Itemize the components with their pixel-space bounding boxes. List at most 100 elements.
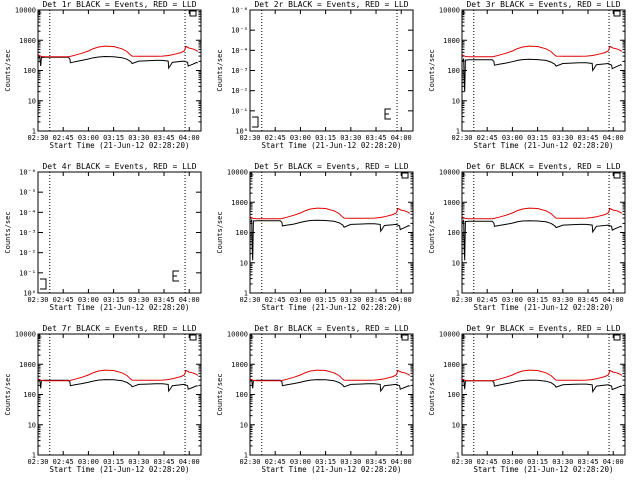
corner-marker-box: [189, 334, 197, 341]
x-tick-label: 02:30: [27, 134, 48, 142]
y-tick-label: 10⁻³: [231, 67, 248, 75]
y-tick-label: 10000: [439, 7, 460, 15]
y-tick-label: 10⁻²: [231, 87, 248, 95]
x-tick-label: 03:30: [340, 296, 361, 304]
x-tick-label: 04:00: [391, 458, 412, 466]
y-tick-label: 10: [452, 259, 460, 267]
x-tick-label: 03:45: [365, 458, 386, 466]
y-tick-label: 10: [240, 259, 248, 267]
lld-series-line: [37, 45, 199, 58]
x-axis-label: Start Time (21-Jun-12 02:28:20): [474, 141, 614, 150]
x-tick-label: 03:30: [552, 458, 573, 466]
plot-frame: [461, 333, 626, 456]
events-series-line: [38, 55, 198, 70]
y-tick-label: 1000: [19, 37, 36, 45]
panel-title: Det 5r BLACK = Events, RED = LLD: [254, 162, 408, 171]
x-tick-label: 04:00: [179, 296, 200, 304]
x-axis-label: Start Time (21-Jun-12 02:28:20): [262, 141, 402, 150]
y-tick-label: 10000: [15, 7, 36, 15]
x-tick-label: 03:00: [502, 458, 523, 466]
x-axis-label: Start Time (21-Jun-12 02:28:20): [50, 465, 190, 474]
empty-marker-left: [252, 116, 259, 128]
x-tick-label: 03:30: [128, 296, 149, 304]
panel-title: Det 2r BLACK = Events, RED = LLD: [254, 0, 408, 9]
x-axis-label: Start Time (21-Jun-12 02:28:20): [474, 465, 614, 474]
y-axis-label: Counts/sec: [216, 211, 224, 253]
y-tick-label: 10⁻²: [19, 249, 36, 257]
x-tick-label: 03:00: [502, 134, 523, 142]
y-tick-label: 1: [32, 452, 36, 460]
y-tick-label: 10⁻⁶: [231, 7, 248, 15]
x-tick-label: 03:45: [577, 458, 598, 466]
y-tick-label: 10⁻³: [19, 229, 36, 237]
y-tick-label: 10⁻⁴: [19, 209, 36, 217]
x-tick-label: 02:45: [53, 458, 74, 466]
x-tick-label: 03:30: [552, 296, 573, 304]
x-tick-label: 03:45: [577, 296, 598, 304]
lld-series-line: [461, 45, 623, 58]
y-tick-label: 100: [447, 67, 460, 75]
lld-series-line: [249, 207, 411, 220]
panel-det-5: Det 5r BLACK = Events, RED = LLD Counts/s…: [216, 162, 414, 312]
y-tick-label: 1000: [231, 199, 248, 207]
empty-marker-left: [40, 278, 47, 290]
x-tick-label: 03:45: [153, 296, 174, 304]
y-tick-label: 100: [23, 391, 36, 399]
corner-marker-box: [401, 172, 409, 179]
x-axis-label: Start Time (21-Jun-12 02:28:20): [262, 465, 402, 474]
x-tick-label: 02:45: [265, 296, 286, 304]
events-series-line: [462, 219, 622, 261]
corner-marker-box: [401, 334, 409, 341]
y-tick-label: 1000: [443, 199, 460, 207]
y-axis-label: Counts/sec: [428, 211, 436, 253]
panel-title: Det 9r BLACK = Events, RED = LLD: [466, 324, 620, 333]
x-tick-label: 03:45: [577, 134, 598, 142]
x-tick-label: 03:00: [290, 296, 311, 304]
y-tick-label: 10: [240, 421, 248, 429]
panel-det-6: Det 6r BLACK = Events, RED = LLD Counts/s…: [428, 162, 626, 312]
y-tick-label: 100: [235, 391, 248, 399]
y-tick-label: 1: [456, 452, 460, 460]
panel-det-8: Det 8r BLACK = Events, RED = LLD Counts/s…: [216, 324, 414, 474]
x-tick-label: 04:00: [391, 134, 412, 142]
panel-title: Det 4r BLACK = Events, RED = LLD: [42, 162, 196, 171]
panel-det-2: Det 2r BLACK = Events, RED = LLD Counts/s…: [216, 0, 414, 150]
x-tick-label: 03:45: [153, 134, 174, 142]
x-tick-label: 04:00: [603, 134, 624, 142]
corner-marker-box: [613, 10, 621, 17]
x-tick-label: 02:30: [451, 134, 472, 142]
x-axis-label: Start Time (21-Jun-12 02:28:20): [50, 141, 190, 150]
y-tick-label: 10⁰: [23, 290, 36, 298]
x-tick-label: 02:30: [27, 458, 48, 466]
y-axis-label: Counts/sec: [428, 373, 436, 415]
x-tick-label: 03:00: [290, 134, 311, 142]
x-tick-label: 03:15: [103, 458, 124, 466]
y-tick-label: 10000: [227, 169, 248, 177]
x-tick-label: 02:45: [53, 296, 74, 304]
x-tick-label: 03:30: [340, 458, 361, 466]
x-tick-label: 03:15: [527, 296, 548, 304]
plot-frame: [249, 171, 414, 294]
x-tick-label: 04:00: [179, 458, 200, 466]
y-tick-label: 100: [447, 391, 460, 399]
y-tick-label: 1000: [19, 361, 36, 369]
x-tick-label: 03:15: [527, 134, 548, 142]
y-tick-label: 1: [456, 128, 460, 136]
x-tick-label: 03:15: [315, 458, 336, 466]
y-tick-label: 1000: [231, 361, 248, 369]
plot-frame: [249, 333, 414, 456]
x-tick-label: 02:30: [239, 134, 260, 142]
x-tick-label: 03:30: [340, 134, 361, 142]
x-tick-label: 03:15: [527, 458, 548, 466]
y-tick-label: 10000: [15, 331, 36, 339]
corner-marker-box: [613, 172, 621, 179]
y-tick-label: 10000: [227, 331, 248, 339]
y-axis-label: Counts/sec: [216, 373, 224, 415]
panel-det-9: Det 9r BLACK = Events, RED = LLD Counts/s…: [428, 324, 626, 474]
x-tick-label: 03:15: [315, 134, 336, 142]
x-tick-label: 04:00: [603, 458, 624, 466]
y-tick-label: 100: [447, 229, 460, 237]
y-tick-label: 10⁻⁴: [231, 47, 248, 55]
panel-title: Det 6r BLACK = Events, RED = LLD: [466, 162, 620, 171]
